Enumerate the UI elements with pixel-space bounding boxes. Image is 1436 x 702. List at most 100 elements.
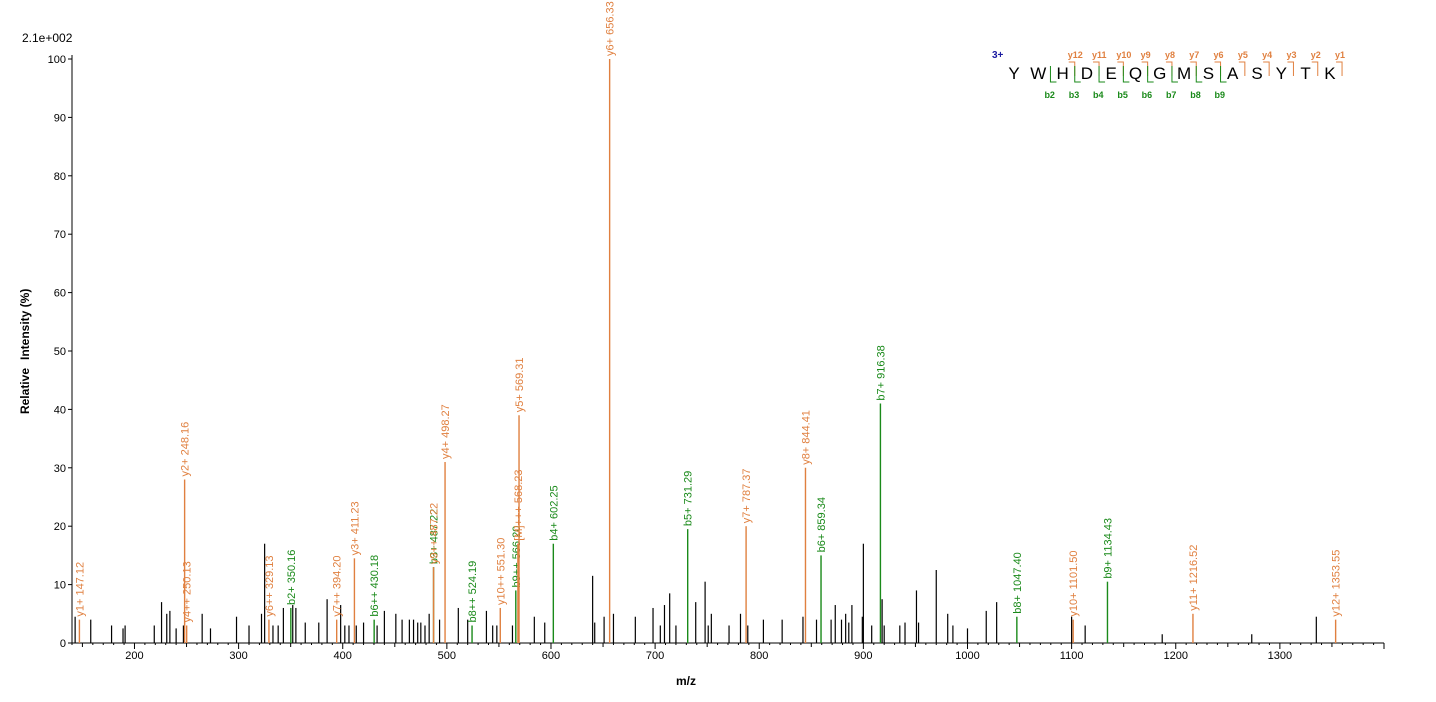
peak-label: y9++ 487.22	[429, 503, 441, 564]
b-ion-bracket	[1171, 66, 1178, 83]
y-ion-label: y7	[1189, 50, 1199, 60]
peak-label: y7++ 394.20	[332, 555, 344, 616]
sequence-residue: T	[1300, 64, 1310, 83]
y-ion-label: y12	[1068, 50, 1083, 60]
peaks: y1+ 147.12 y2+ 248.16 y4++ 250.13 y6++ 329.…	[74, 1, 1343, 643]
y-axis-title: Relative Intensity (%)	[18, 289, 32, 414]
x-tick-label: 500	[438, 650, 456, 662]
peak-label: y1+ 147.12	[74, 562, 86, 617]
sequence-residue: G	[1153, 64, 1166, 83]
b-ion-label: b8	[1190, 90, 1201, 100]
intensity-scale-label: 2.1e+002	[22, 31, 73, 45]
b-ion-bracket	[1049, 66, 1057, 83]
y-tick-label: 20	[54, 521, 66, 533]
sequence-residue: W	[1030, 64, 1046, 83]
y-ion-label: y5	[1238, 50, 1248, 60]
y-axis-title-intensity: Intensity (%)	[18, 289, 32, 360]
peak-label: b5+ 731.29	[683, 471, 695, 526]
x-tick-label: 900	[854, 650, 872, 662]
sequence-residue: Y	[1276, 64, 1287, 83]
peak-label: y4+ 498.27	[440, 404, 452, 459]
y-ion-label: y9	[1141, 50, 1151, 60]
b-ion-bracket	[1122, 66, 1130, 83]
x-tick-label: 800	[750, 650, 768, 662]
y-tick-label: 90	[54, 112, 66, 124]
y-tick-label: 40	[54, 404, 66, 416]
peak-label: y6+ 656.33	[605, 1, 617, 56]
peak-label: y4++ 250.13	[182, 561, 194, 622]
y-ion-label: y11	[1092, 50, 1107, 60]
y-tick-label: 60	[54, 288, 66, 300]
sequence-residue: A	[1227, 64, 1239, 83]
y-tick-label: 50	[54, 346, 66, 358]
x-tick-label: 400	[334, 650, 352, 662]
sequence-residue: Q	[1129, 64, 1142, 83]
y-ion-label: y4	[1262, 50, 1272, 60]
y-ion-bracket	[1238, 61, 1246, 76]
y-ion-bracket	[1141, 61, 1149, 76]
y-ion-label: y10	[1116, 50, 1131, 60]
b-ion-bracket	[1195, 66, 1203, 83]
y-ion-bracket	[1214, 61, 1222, 76]
y-tick-label: 0	[60, 638, 66, 650]
y-ion-bracket	[1287, 61, 1294, 76]
peak-label: b9+ 1134.43	[1102, 518, 1114, 579]
y-ion-bracket	[1336, 61, 1343, 76]
x-axis-title: m/z	[676, 674, 696, 688]
peak-label: y10+ 1101.50	[1068, 550, 1080, 616]
sequence-residue: D	[1081, 64, 1093, 83]
sequence-residue: S	[1251, 64, 1262, 83]
b-ion-label: b4	[1093, 90, 1104, 100]
b-ion-label: b3	[1069, 90, 1080, 100]
y-ion-label: y2	[1311, 50, 1321, 60]
x-tick-label: 700	[646, 650, 664, 662]
x-tick-label: 1100	[1060, 650, 1084, 662]
y-ion-bracket	[1068, 61, 1076, 76]
peak-label: y3+ 411.23	[349, 501, 361, 555]
y-ion-label: y3	[1286, 50, 1296, 60]
peak-label: b8+ 1047.40	[1012, 552, 1024, 613]
peak-label: b6++ 430.18	[369, 555, 381, 617]
peak-label: b7+ 916.38	[875, 345, 887, 400]
y-ion-label: y1	[1335, 50, 1345, 60]
b-ion-bracket	[1074, 66, 1081, 83]
peak-label: b3+ 487.22	[429, 509, 441, 564]
y-tick-label: 70	[54, 229, 66, 241]
peak-label: b9++ 566.20	[511, 526, 523, 588]
peak-label: y5+ 569.31	[514, 357, 526, 412]
b-ion-label: b6	[1142, 90, 1153, 100]
b-ion-label: b5	[1117, 90, 1128, 100]
x-tick-label: 1300	[1268, 650, 1292, 662]
y-tick-label: 30	[54, 463, 66, 475]
y-ion-bracket	[1311, 61, 1319, 76]
y-ion-label: y6	[1214, 50, 1224, 60]
y-axis-title-relative: Relative	[18, 368, 32, 414]
peak-label: b4+ 602.25	[548, 485, 560, 540]
charge-state: 3+	[992, 50, 1004, 61]
peak-label: y2+ 248.16	[180, 422, 192, 477]
y-tick-label: 80	[54, 171, 66, 183]
sequence-residue: H	[1056, 64, 1068, 83]
b-ion-bracket	[1220, 66, 1227, 83]
peak-label: y7+ 787.37	[741, 468, 753, 523]
b-ion-bracket	[1147, 66, 1154, 83]
peak-label: b6+ 859.34	[816, 497, 828, 552]
sequence-residue: Y	[1008, 64, 1019, 83]
x-tick-label: 200	[125, 650, 143, 662]
y-ion-bracket	[1093, 61, 1100, 76]
x-tick-label: 300	[229, 650, 247, 662]
peak-label: y12+ 1353.55	[1331, 550, 1343, 617]
y-ion-bracket	[1263, 61, 1270, 76]
sequence-residue: S	[1203, 64, 1214, 83]
peak-label: y8+ 844.41	[800, 410, 812, 465]
b-ion-bracket	[1098, 66, 1106, 83]
peak-label: y6++ 329.13	[264, 555, 276, 616]
peak-label: b2+ 350.16	[286, 550, 298, 605]
x-tick-label: 600	[542, 650, 560, 662]
y-ion-bracket	[1117, 61, 1124, 76]
peak-label: b8++ 524.19	[467, 561, 479, 623]
x-tick-label: 1200	[1164, 650, 1188, 662]
peak-label: y11+ 1216.52	[1188, 545, 1200, 611]
peak-label: y10++ 551.30	[495, 538, 507, 605]
